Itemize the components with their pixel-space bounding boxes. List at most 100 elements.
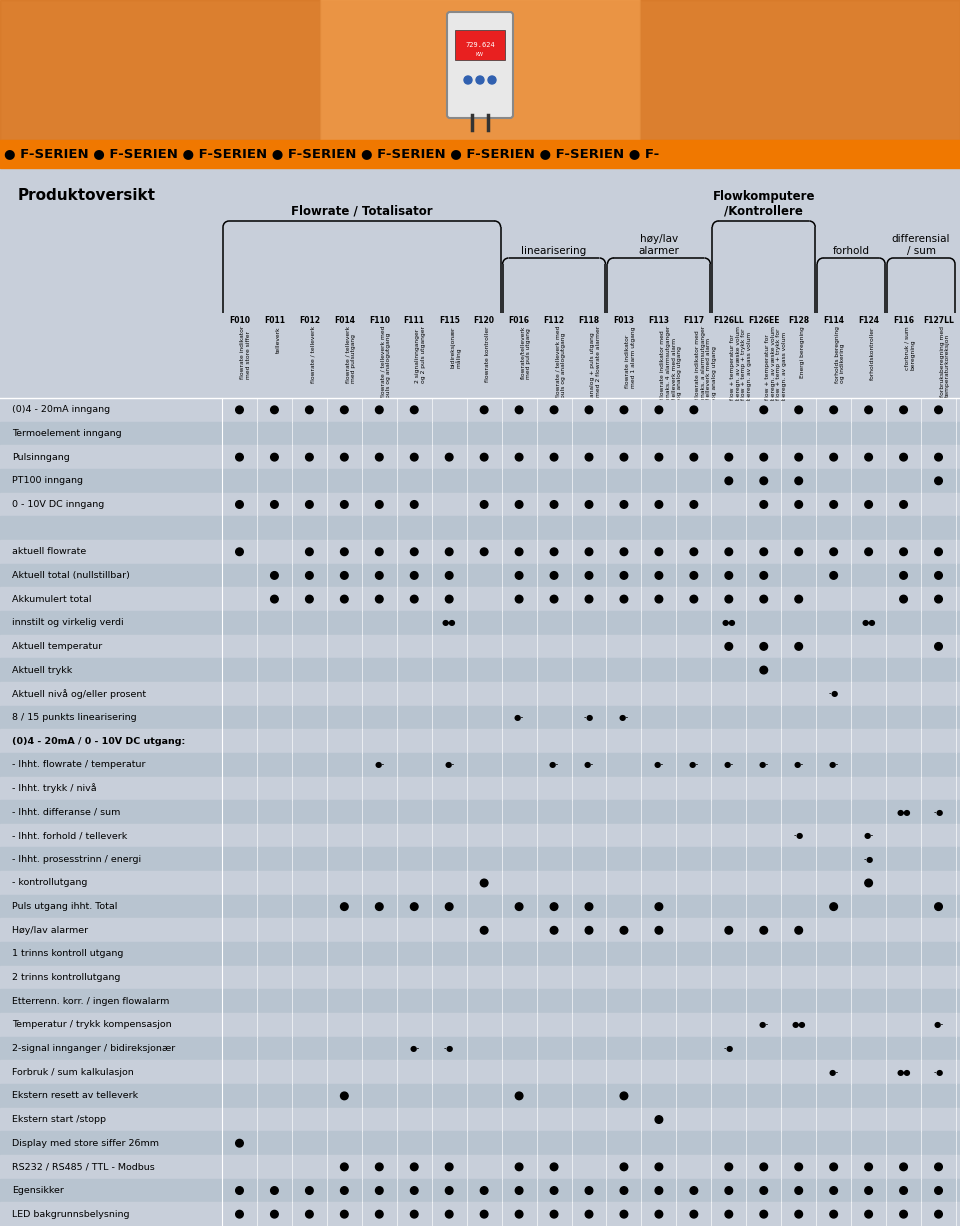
Text: Temperatur / trykk kompensasjon: Temperatur / trykk kompensasjon [12, 1020, 172, 1030]
Circle shape [760, 548, 768, 555]
Circle shape [760, 596, 768, 603]
Circle shape [760, 406, 768, 413]
Bar [0, 539, 960, 564]
Circle shape [411, 1187, 418, 1194]
Circle shape [795, 500, 803, 509]
Circle shape [620, 548, 628, 555]
Text: F016: F016 [509, 316, 530, 325]
Text: -●: -● [933, 808, 944, 817]
Text: Ekstern start /stopp: Ekstern start /stopp [12, 1114, 106, 1124]
Text: Display med store siffer 26mm: Display med store siffer 26mm [12, 1139, 159, 1148]
Circle shape [305, 500, 313, 509]
Circle shape [550, 1187, 558, 1194]
Circle shape [305, 406, 313, 413]
Text: -●: -● [584, 712, 594, 722]
Circle shape [586, 548, 592, 555]
Text: 2-signal innganger / bidireksjonær: 2-signal innganger / bidireksjonær [12, 1045, 176, 1053]
Circle shape [375, 500, 383, 509]
Bar [0, 564, 960, 587]
Circle shape [550, 1210, 558, 1217]
Text: F126EE: F126EE [748, 316, 780, 325]
Circle shape [411, 902, 418, 911]
Circle shape [305, 596, 313, 603]
Text: F010: F010 [229, 316, 250, 325]
Circle shape [725, 548, 732, 555]
Text: ●-: ●- [863, 831, 874, 840]
Circle shape [375, 454, 383, 461]
Text: Egensikker: Egensikker [12, 1186, 64, 1195]
Text: ●-: ●- [828, 760, 839, 769]
Circle shape [375, 548, 383, 555]
Text: telleverk: telleverk [276, 326, 280, 353]
Circle shape [488, 76, 496, 85]
Circle shape [341, 1187, 348, 1194]
Circle shape [865, 1163, 873, 1171]
Text: F114: F114 [823, 316, 844, 325]
Circle shape [690, 548, 698, 555]
Text: Ekstern resett av telleverk: Ekstern resett av telleverk [12, 1091, 138, 1101]
Bar [0, 989, 960, 1013]
Circle shape [235, 1187, 243, 1194]
Bar [0, 801, 960, 824]
Circle shape [829, 571, 837, 579]
Circle shape [760, 477, 768, 484]
Text: ●●: ●● [897, 808, 911, 817]
Text: F116: F116 [893, 316, 914, 325]
Circle shape [550, 1163, 558, 1171]
Circle shape [235, 406, 243, 413]
Circle shape [516, 406, 523, 413]
Circle shape [900, 571, 907, 579]
Text: F110: F110 [369, 316, 390, 325]
Text: - kontrollutgang: - kontrollutgang [12, 879, 87, 888]
Circle shape [235, 1210, 243, 1217]
Text: forbruksberegning med
temperaturkoreksjon: forbruksberegning med temperaturkoreksjo… [940, 326, 950, 397]
Circle shape [795, 596, 803, 603]
Bar [0, 776, 960, 801]
Bar [640, 0, 960, 140]
Circle shape [341, 1163, 348, 1171]
Circle shape [620, 1092, 628, 1100]
Circle shape [375, 406, 383, 413]
Circle shape [516, 454, 523, 461]
Circle shape [550, 406, 558, 413]
Text: forholds beregning
og indikering: forholds beregning og indikering [834, 326, 846, 383]
Bar [0, 587, 960, 611]
Circle shape [305, 1187, 313, 1194]
Circle shape [271, 596, 278, 603]
Circle shape [445, 1210, 453, 1217]
Text: flowrate kontroller: flowrate kontroller [485, 326, 491, 381]
Circle shape [550, 902, 558, 911]
Circle shape [445, 454, 453, 461]
Circle shape [655, 927, 662, 934]
Circle shape [516, 548, 523, 555]
Text: Flowkomputere
/Kontrollere: Flowkomputere /Kontrollere [712, 190, 815, 218]
Circle shape [271, 454, 278, 461]
Circle shape [655, 548, 662, 555]
Bar [0, 140, 960, 168]
Circle shape [305, 454, 313, 461]
Text: F112: F112 [543, 316, 564, 325]
Circle shape [795, 454, 803, 461]
Circle shape [445, 571, 453, 579]
Circle shape [725, 477, 732, 484]
Text: forholdskontroller: forholdskontroller [870, 326, 875, 380]
Bar [0, 729, 960, 753]
Circle shape [480, 548, 488, 555]
Circle shape [271, 500, 278, 509]
Text: ●-: ●- [794, 760, 804, 769]
Circle shape [865, 454, 873, 461]
Bar [0, 847, 960, 872]
Bar [0, 658, 960, 682]
Bar [0, 1155, 960, 1178]
Circle shape [620, 571, 628, 579]
Bar [0, 872, 960, 895]
Circle shape [725, 454, 732, 461]
Circle shape [935, 477, 943, 484]
Circle shape [935, 1187, 943, 1194]
Circle shape [516, 1092, 523, 1100]
Circle shape [271, 571, 278, 579]
Circle shape [586, 927, 592, 934]
Circle shape [760, 1163, 768, 1171]
Text: analog + puls utgang
med 2 flowrate alarmer: analog + puls utgang med 2 flowrate alar… [590, 326, 601, 397]
Circle shape [935, 548, 943, 555]
